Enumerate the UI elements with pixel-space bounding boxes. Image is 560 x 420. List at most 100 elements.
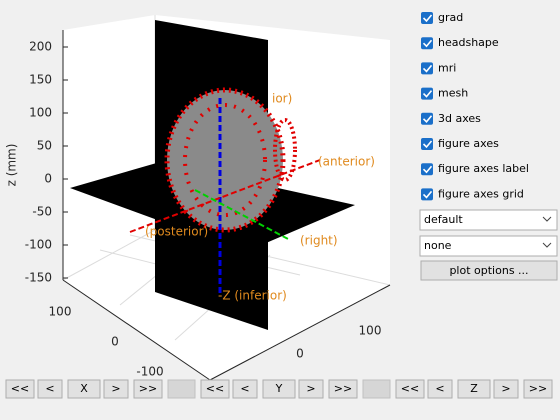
checkbox-label: figure axes grid (438, 187, 524, 200)
checkbox-box (421, 188, 433, 201)
button-face (328, 379, 358, 399)
checkbox[interactable]: grad (421, 11, 463, 24)
button-face (133, 379, 163, 399)
y-tick-label: 0 (296, 347, 304, 361)
nav-button[interactable]: > (493, 379, 519, 399)
check-mark (422, 190, 433, 199)
z-tick-label: 100 (29, 106, 52, 120)
nav-button[interactable]: << (200, 379, 230, 399)
button-face (67, 379, 101, 399)
z-tick-label: 200 (29, 40, 52, 54)
dropdown-value: default (424, 213, 463, 226)
x-tick-label: 100 (49, 305, 72, 319)
checkbox-label: headshape (438, 36, 499, 49)
nav-button[interactable]: Z (457, 379, 491, 399)
checkbox[interactable]: figure axes label (421, 162, 529, 176)
checkbox[interactable]: mesh (421, 87, 468, 100)
checkbox-box (421, 37, 433, 50)
checkbox[interactable]: figure axes grid (421, 187, 524, 201)
button-face (523, 379, 553, 399)
button-face (232, 379, 258, 399)
z-tick-label: 0 (44, 172, 52, 186)
nav-button[interactable]: < (232, 379, 258, 399)
x-tick-label: -100 (136, 365, 163, 379)
button-label: X (80, 382, 88, 395)
button-face (493, 379, 519, 399)
check-mark (422, 140, 433, 149)
button-label: >> (334, 382, 352, 395)
checkbox[interactable]: mri (421, 61, 456, 75)
slice-field (167, 379, 196, 399)
checkbox-box (421, 163, 433, 176)
check-mark (422, 14, 433, 23)
annotation: ior) (272, 92, 292, 106)
button-face (200, 379, 230, 399)
z-tick-label: 50 (37, 139, 52, 153)
annotation: (posterior) (145, 225, 208, 239)
button-label: Y (275, 382, 283, 395)
button-label: > (501, 382, 510, 395)
button-label: << (206, 382, 224, 395)
checkbox-label: figure axes (438, 137, 499, 150)
dropdown[interactable]: none (419, 235, 558, 257)
z-tick-label: 150 (29, 73, 52, 87)
x-tick-label: 0 (111, 335, 119, 349)
button-face (298, 379, 324, 399)
check-mark (422, 165, 433, 174)
y-tick-label: 100 (359, 324, 382, 338)
nav-button[interactable]: >> (328, 379, 358, 399)
checkbox-label: mri (438, 61, 456, 74)
button-label: < (435, 382, 444, 395)
checkbox-box (421, 12, 433, 24)
nav-button[interactable]: << (395, 379, 425, 399)
button-label: > (111, 382, 120, 395)
plot-options-button[interactable]: plot options ... (420, 260, 558, 281)
checkbox-box (421, 112, 433, 125)
button-label: >> (139, 382, 157, 395)
check-mark (422, 115, 433, 123)
button-label: plot options ... (449, 264, 528, 277)
z-axis-label: z (mm) (5, 144, 19, 187)
checkbox-box (421, 138, 433, 150)
z-tick-label: -150 (25, 271, 52, 285)
nav-button[interactable]: >> (133, 379, 163, 399)
button-face (5, 379, 35, 399)
button-label: > (306, 382, 315, 395)
nav-button[interactable]: << (5, 379, 35, 399)
dropdown-value: none (424, 239, 452, 252)
checkbox-label: 3d axes (438, 112, 481, 125)
annotation: (anterior) (318, 155, 375, 169)
nav-button[interactable]: X (67, 379, 101, 399)
button-label: >> (529, 382, 547, 395)
checkbox[interactable]: figure axes (421, 137, 499, 150)
nav-button[interactable]: > (103, 379, 129, 399)
dropdown[interactable]: default (419, 209, 558, 231)
checkbox-box (421, 87, 433, 100)
checkbox[interactable]: 3d axes (421, 112, 481, 125)
checkbox[interactable]: headshape (421, 36, 499, 50)
button-label: < (240, 382, 249, 395)
nav-button[interactable]: > (298, 379, 324, 399)
button-label: < (45, 382, 54, 395)
button-face (37, 379, 63, 399)
mri-slices (70, 20, 355, 330)
nav-button[interactable]: < (427, 379, 453, 399)
button-face (395, 379, 425, 399)
slice-field (362, 379, 391, 399)
annotation: (right) (300, 234, 338, 248)
nav-button[interactable]: Y (262, 379, 296, 399)
button-face (457, 379, 491, 399)
button-label: << (401, 382, 419, 395)
button-face (103, 379, 129, 399)
button-label: << (11, 382, 29, 395)
nav-button[interactable]: >> (523, 379, 553, 399)
check-mark (422, 39, 433, 48)
annotation: -Z (inferior) (218, 289, 287, 303)
checkbox-label: grad (438, 11, 463, 24)
check-mark (422, 64, 433, 73)
z-tick-label: -100 (25, 238, 52, 252)
checkbox-box (421, 62, 433, 75)
nav-button[interactable]: < (37, 379, 63, 399)
